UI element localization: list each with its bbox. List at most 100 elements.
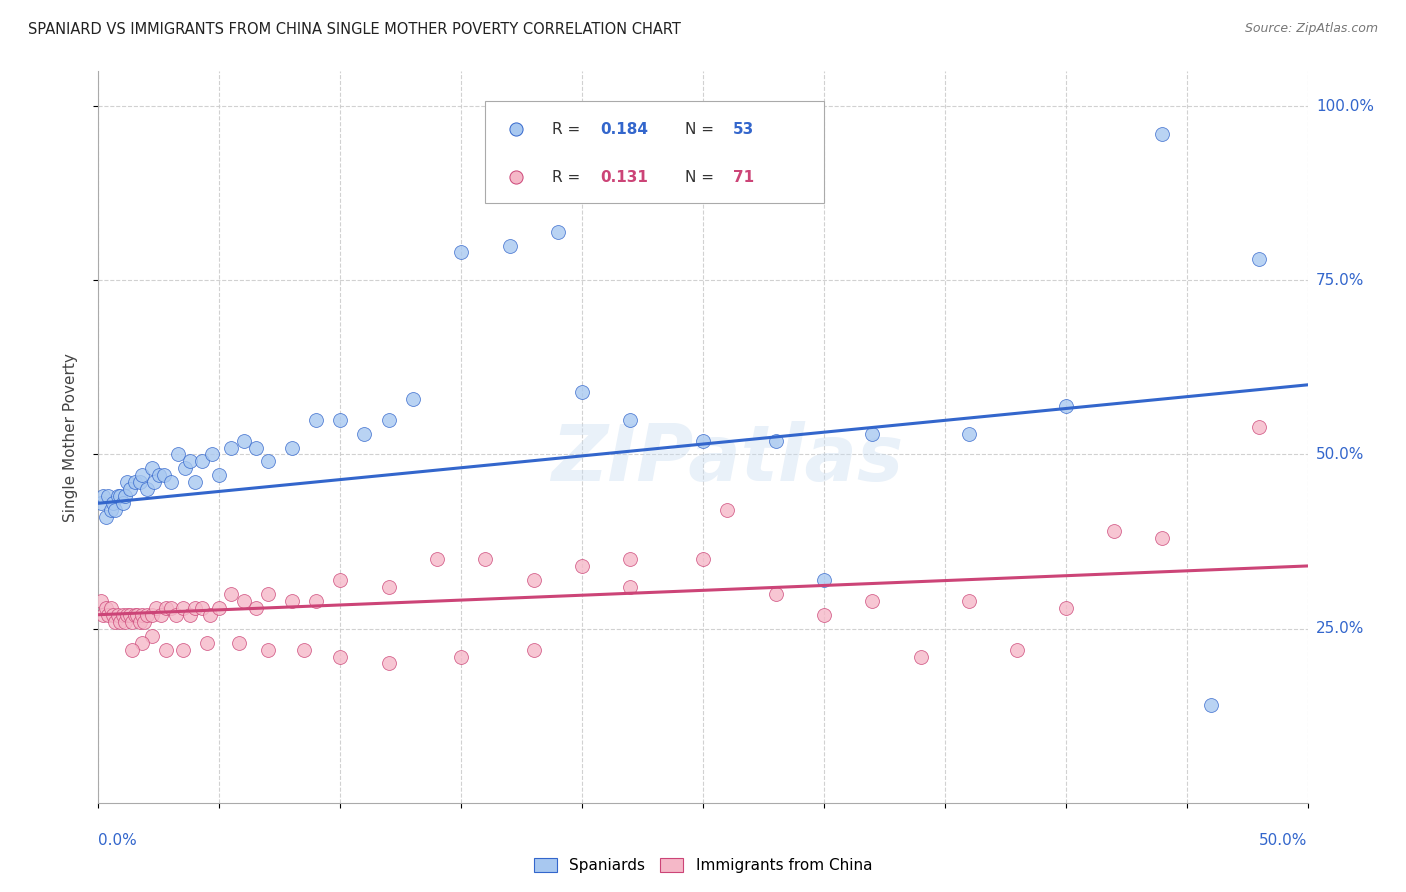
Point bbox=[127, 607, 149, 622]
Point bbox=[155, 642, 177, 657]
Point bbox=[121, 615, 143, 629]
Point bbox=[402, 392, 425, 406]
Point bbox=[377, 657, 399, 671]
Text: 71: 71 bbox=[734, 169, 755, 185]
Point bbox=[191, 600, 214, 615]
Point bbox=[90, 594, 112, 608]
Point bbox=[450, 649, 472, 664]
Point bbox=[571, 558, 593, 573]
Point bbox=[198, 607, 221, 622]
Point bbox=[232, 594, 254, 608]
Text: Source: ZipAtlas.com: Source: ZipAtlas.com bbox=[1244, 22, 1378, 36]
Text: 53: 53 bbox=[734, 122, 755, 136]
Point bbox=[141, 629, 163, 643]
Point bbox=[114, 615, 136, 629]
Text: 75.0%: 75.0% bbox=[1316, 273, 1364, 288]
Point bbox=[108, 615, 131, 629]
Text: 0.0%: 0.0% bbox=[98, 833, 138, 848]
Point bbox=[172, 600, 194, 615]
Point bbox=[172, 642, 194, 657]
Point bbox=[131, 607, 153, 622]
Text: R =: R = bbox=[551, 169, 585, 185]
Point bbox=[1199, 698, 1222, 713]
Point bbox=[1054, 399, 1077, 413]
Point bbox=[765, 434, 787, 448]
Point bbox=[128, 475, 150, 490]
Point bbox=[571, 384, 593, 399]
Point bbox=[94, 510, 117, 524]
Point bbox=[145, 600, 167, 615]
Text: 0.184: 0.184 bbox=[600, 122, 648, 136]
Point bbox=[191, 454, 214, 468]
Text: 50.0%: 50.0% bbox=[1316, 447, 1364, 462]
Point bbox=[97, 489, 120, 503]
Point bbox=[813, 573, 835, 587]
Point bbox=[94, 600, 117, 615]
Point bbox=[124, 607, 146, 622]
Legend: Spaniards, Immigrants from China: Spaniards, Immigrants from China bbox=[527, 852, 879, 880]
Point bbox=[245, 441, 267, 455]
Y-axis label: Single Mother Poverty: Single Mother Poverty bbox=[63, 352, 77, 522]
Point bbox=[114, 489, 136, 503]
Point bbox=[134, 615, 156, 629]
Point bbox=[426, 552, 449, 566]
Point bbox=[281, 594, 304, 608]
Point bbox=[281, 441, 304, 455]
Point bbox=[90, 496, 112, 510]
Point bbox=[716, 503, 738, 517]
Point bbox=[184, 475, 207, 490]
Point bbox=[377, 580, 399, 594]
Point bbox=[174, 461, 197, 475]
Point bbox=[619, 412, 641, 426]
Point bbox=[117, 475, 139, 490]
Point bbox=[256, 587, 278, 601]
Point bbox=[232, 434, 254, 448]
Point bbox=[128, 615, 150, 629]
Point bbox=[117, 607, 139, 622]
Point bbox=[118, 607, 141, 622]
Point bbox=[1249, 419, 1271, 434]
Text: 100.0%: 100.0% bbox=[1316, 99, 1374, 113]
Point bbox=[148, 468, 170, 483]
Point bbox=[141, 461, 163, 475]
Point bbox=[104, 503, 127, 517]
Point bbox=[131, 635, 153, 649]
Point bbox=[245, 600, 267, 615]
Point bbox=[124, 475, 146, 490]
FancyBboxPatch shape bbox=[485, 101, 824, 203]
Point bbox=[1249, 252, 1271, 267]
Point bbox=[135, 483, 157, 497]
Point bbox=[221, 587, 243, 601]
Point bbox=[118, 483, 141, 497]
Point bbox=[765, 587, 787, 601]
Point bbox=[104, 615, 127, 629]
Point bbox=[201, 448, 224, 462]
Point bbox=[450, 245, 472, 260]
Point bbox=[91, 607, 114, 622]
Point bbox=[1102, 524, 1125, 538]
Text: N =: N = bbox=[685, 169, 718, 185]
Point bbox=[1054, 600, 1077, 615]
Point bbox=[179, 607, 201, 622]
Point bbox=[91, 489, 114, 503]
Text: SPANIARD VS IMMIGRANTS FROM CHINA SINGLE MOTHER POVERTY CORRELATION CHART: SPANIARD VS IMMIGRANTS FROM CHINA SINGLE… bbox=[28, 22, 681, 37]
Point bbox=[292, 642, 315, 657]
Point bbox=[155, 600, 177, 615]
Point bbox=[329, 573, 352, 587]
Point bbox=[160, 600, 183, 615]
Point bbox=[101, 496, 124, 510]
Point bbox=[957, 594, 980, 608]
Point bbox=[619, 552, 641, 566]
Point bbox=[111, 607, 134, 622]
Point bbox=[208, 468, 231, 483]
Text: 50.0%: 50.0% bbox=[1260, 833, 1308, 848]
Point bbox=[498, 238, 520, 252]
Point bbox=[256, 454, 278, 468]
Point bbox=[921, 154, 943, 169]
Point bbox=[1007, 642, 1029, 657]
Point bbox=[150, 607, 173, 622]
Text: 0.131: 0.131 bbox=[600, 169, 648, 185]
Point bbox=[329, 649, 352, 664]
Point bbox=[860, 426, 883, 441]
Point bbox=[353, 426, 375, 441]
